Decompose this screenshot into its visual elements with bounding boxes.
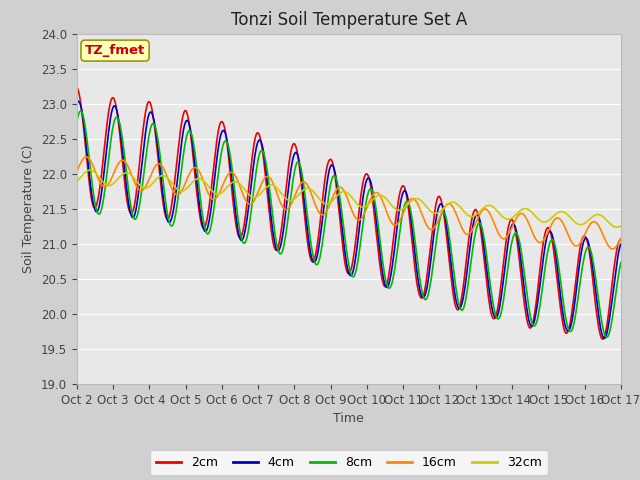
- 16cm: [73, 169, 81, 175]
- 2cm: [73, 85, 81, 91]
- 4cm: [195, 196, 202, 202]
- 8cm: [223, 140, 231, 146]
- 32cm: [223, 184, 231, 190]
- 32cm: [617, 223, 625, 229]
- 32cm: [86, 167, 94, 173]
- 8cm: [416, 274, 424, 280]
- 4cm: [73, 100, 81, 106]
- 16cm: [84, 154, 92, 160]
- 2cm: [617, 237, 625, 243]
- 16cm: [609, 246, 616, 252]
- X-axis label: Time: Time: [333, 412, 364, 425]
- 4cm: [431, 220, 439, 226]
- 2cm: [431, 209, 438, 215]
- Text: TZ_fmet: TZ_fmet: [85, 44, 145, 57]
- Line: 2cm: 2cm: [77, 88, 621, 339]
- Line: 4cm: 4cm: [77, 101, 621, 338]
- 2cm: [139, 131, 147, 136]
- 8cm: [603, 334, 611, 340]
- 32cm: [73, 178, 81, 184]
- 32cm: [613, 224, 621, 230]
- 4cm: [84, 154, 92, 159]
- 8cm: [73, 119, 81, 124]
- 8cm: [195, 181, 202, 187]
- Title: Tonzi Soil Temperature Set A: Tonzi Soil Temperature Set A: [230, 11, 467, 29]
- 4cm: [600, 336, 608, 341]
- 8cm: [431, 244, 439, 250]
- 32cm: [83, 168, 90, 174]
- 32cm: [195, 176, 202, 181]
- 2cm: [223, 137, 230, 143]
- 2cm: [83, 155, 90, 160]
- 32cm: [140, 185, 147, 191]
- 16cm: [431, 223, 439, 229]
- Line: 16cm: 16cm: [77, 157, 621, 249]
- 16cm: [617, 236, 625, 241]
- 2cm: [599, 336, 607, 342]
- 4cm: [74, 98, 82, 104]
- 8cm: [77, 108, 84, 114]
- Legend: 2cm, 4cm, 8cm, 16cm, 32cm: 2cm, 4cm, 8cm, 16cm, 32cm: [150, 450, 548, 475]
- 2cm: [194, 199, 202, 204]
- 16cm: [82, 154, 90, 160]
- 16cm: [416, 205, 424, 211]
- 4cm: [617, 241, 625, 247]
- 4cm: [223, 140, 231, 145]
- 4cm: [416, 286, 424, 291]
- 8cm: [617, 260, 625, 265]
- 16cm: [223, 173, 231, 179]
- 8cm: [140, 175, 147, 180]
- 8cm: [84, 140, 92, 146]
- Line: 8cm: 8cm: [77, 111, 621, 337]
- Line: 32cm: 32cm: [77, 170, 621, 227]
- 32cm: [416, 197, 424, 203]
- 2cm: [415, 290, 422, 296]
- 32cm: [431, 211, 439, 216]
- 16cm: [140, 187, 147, 192]
- 4cm: [140, 148, 147, 154]
- 16cm: [195, 168, 202, 173]
- Y-axis label: Soil Temperature (C): Soil Temperature (C): [22, 144, 35, 273]
